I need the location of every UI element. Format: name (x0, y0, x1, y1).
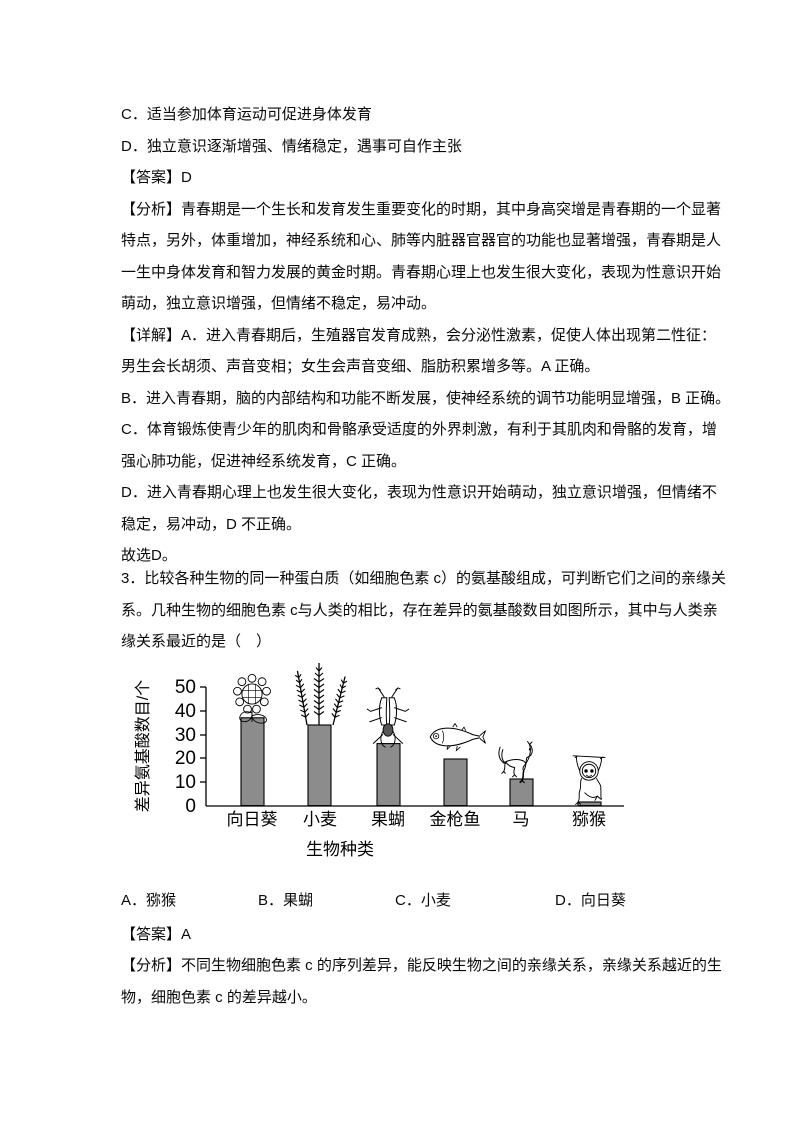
svg-text:金枪鱼: 金枪鱼 (430, 810, 481, 829)
svg-text:10: 10 (175, 772, 196, 793)
svg-text:40: 40 (175, 701, 196, 722)
svg-text:0: 0 (185, 796, 196, 817)
svg-text:50: 50 (175, 677, 196, 698)
svg-text:20: 20 (175, 748, 196, 769)
svg-text:差异氨基酸数目/个: 差异氨基酸数目/个 (134, 680, 152, 812)
svg-text:生物种类: 生物种类 (306, 840, 374, 859)
svg-text:马: 马 (513, 810, 530, 829)
svg-text:向日葵: 向日葵 (227, 810, 278, 829)
svg-text:猕猴: 猕猴 (572, 810, 606, 829)
svg-text:果蝴: 果蝴 (371, 810, 405, 829)
svg-text:30: 30 (175, 725, 196, 746)
svg-text:小麦: 小麦 (303, 810, 337, 829)
